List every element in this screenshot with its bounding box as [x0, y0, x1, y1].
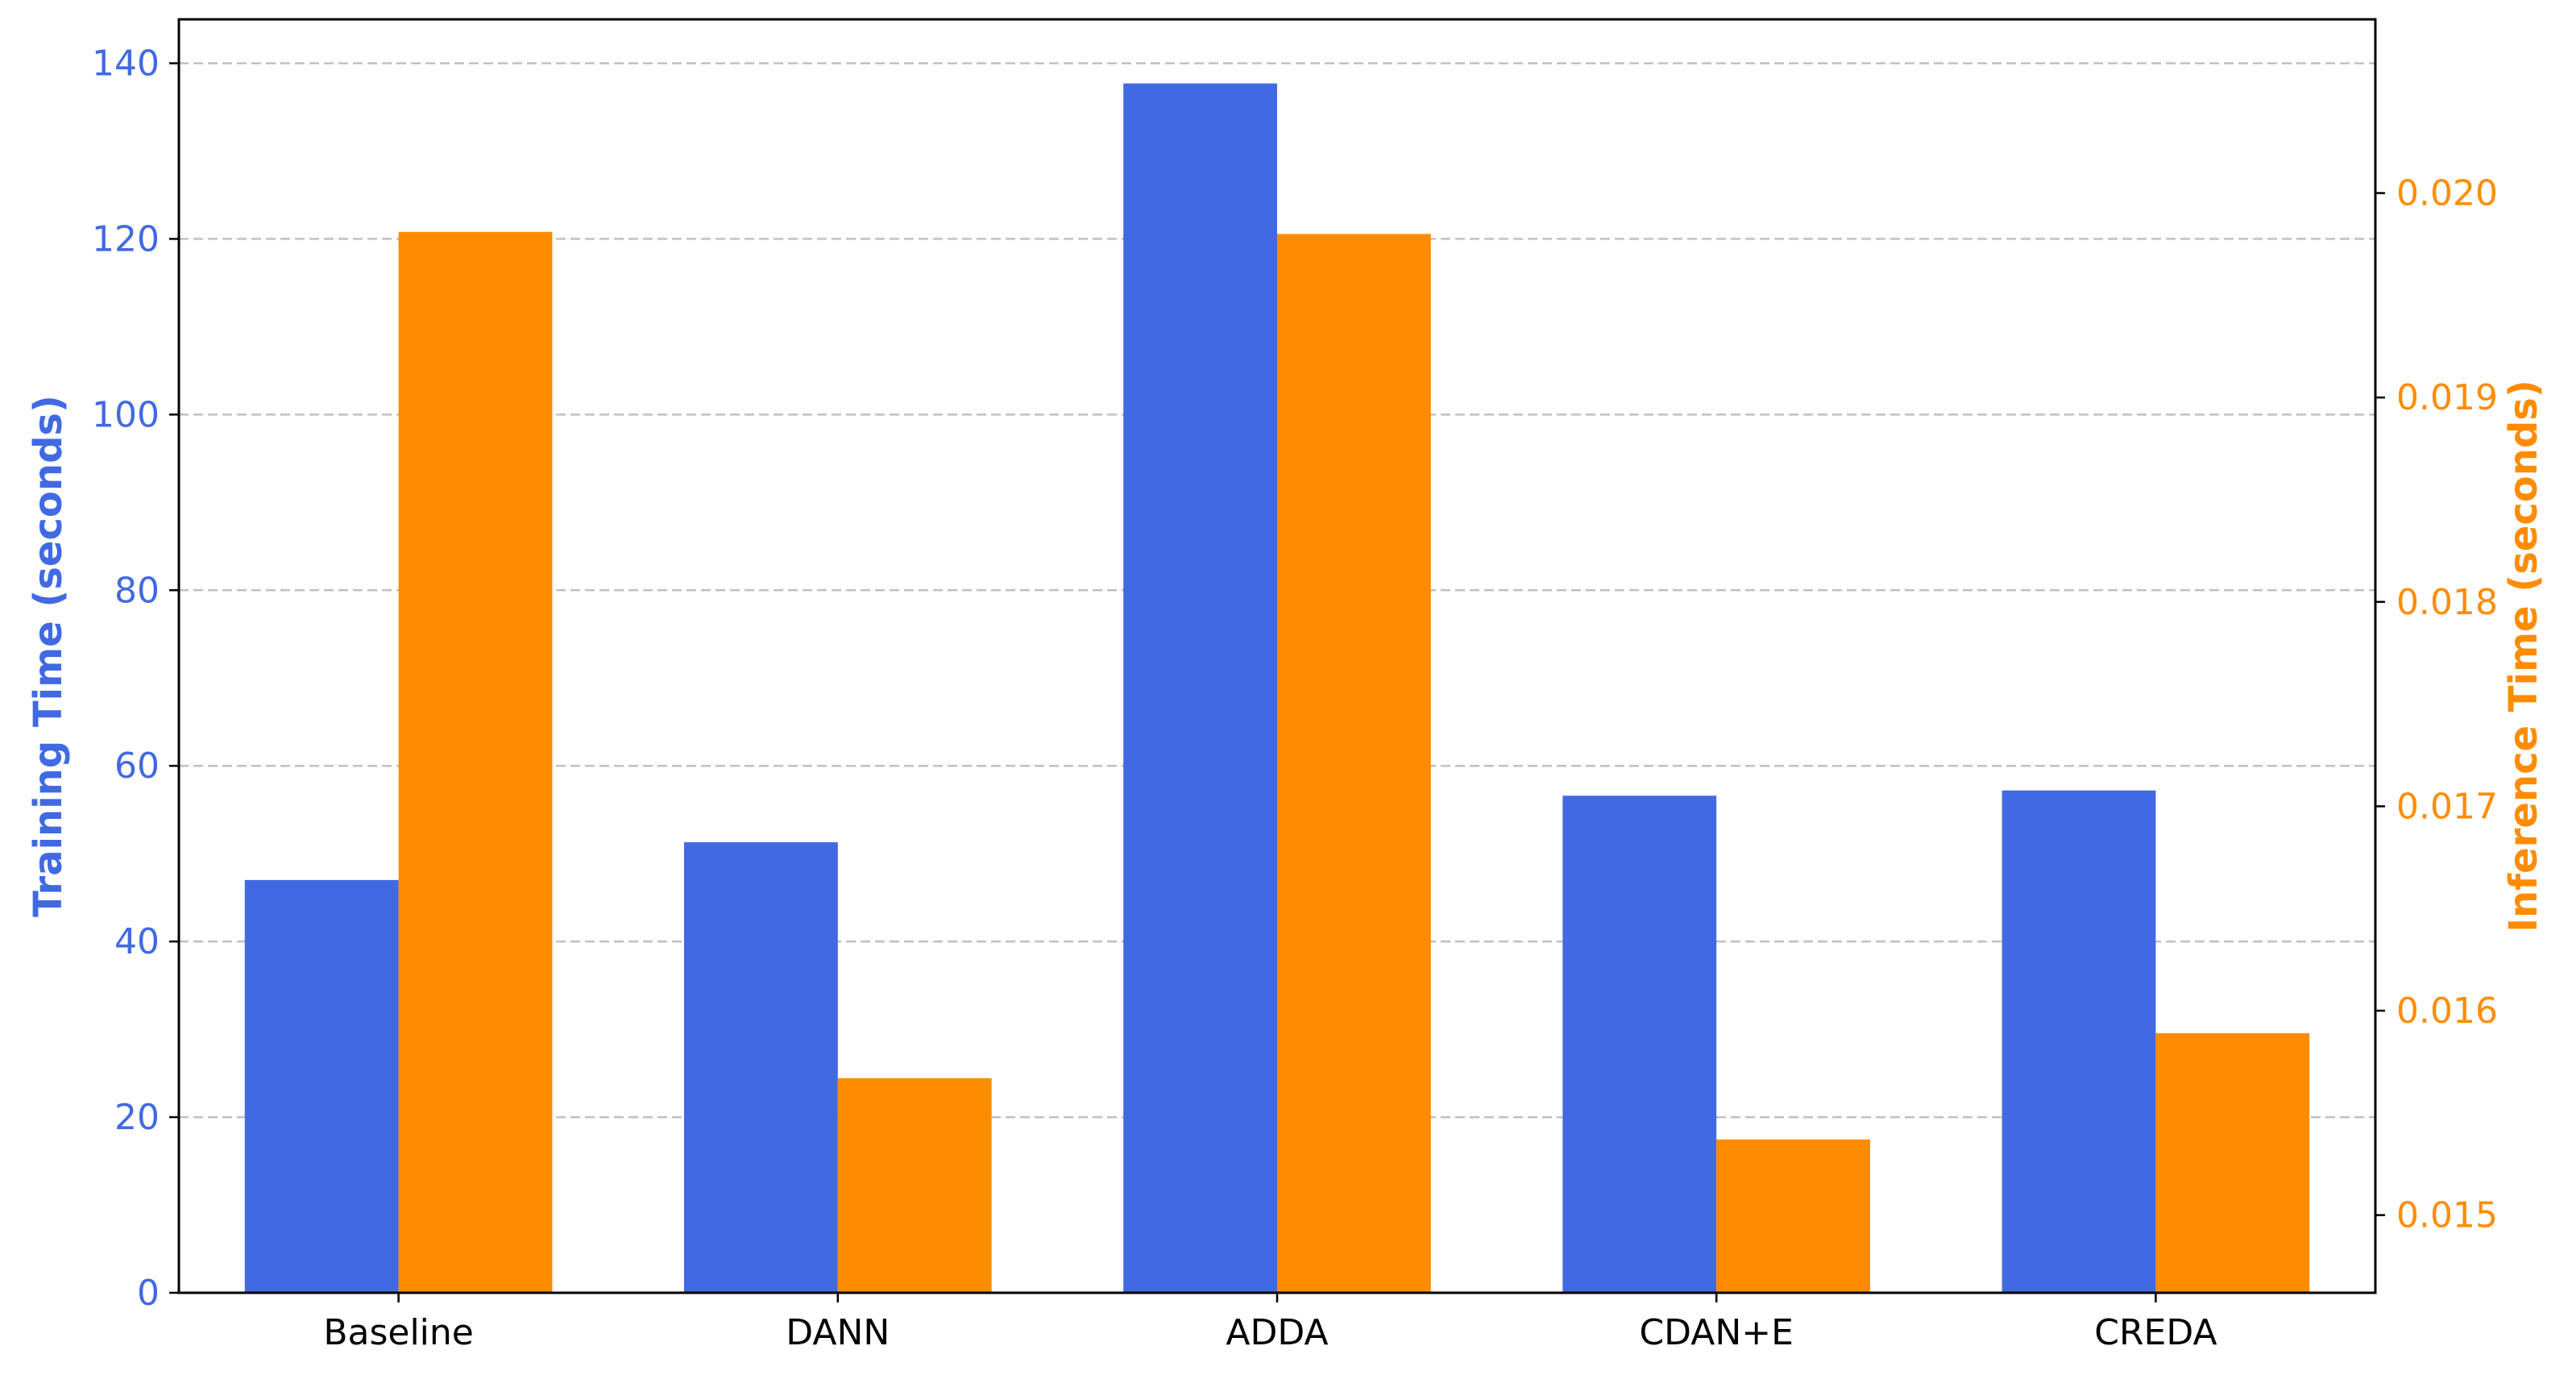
left-axis-label: Training Time (seconds)	[26, 395, 71, 917]
bar-inference-adda	[1277, 234, 1431, 1294]
x-tick-label: CDAN+E	[1639, 1312, 1794, 1353]
x-tick-label: ADDA	[1226, 1312, 1328, 1353]
left-tick-label: 20	[114, 1097, 160, 1138]
left-tick-label: 120	[92, 218, 160, 260]
bars	[244, 83, 2310, 1294]
bar-training-dann	[683, 842, 838, 1293]
bar-training-creda	[2001, 790, 2156, 1293]
x-tick-label: Baseline	[323, 1312, 474, 1353]
left-tick-label: 0	[137, 1273, 160, 1314]
x-tick-label: DANN	[786, 1312, 890, 1353]
left-tick-label: 100	[92, 394, 160, 435]
bar-inference-baseline	[398, 231, 553, 1294]
x-axis: Baseline DANN ADDA CDAN+E CREDA	[323, 1293, 2217, 1353]
x-tick-label: CREDA	[2094, 1312, 2217, 1353]
right-tick-label: 0.015	[2396, 1195, 2498, 1236]
right-axis: 0.015 0.016 0.017 0.018 0.019 0.020	[2375, 173, 2498, 1236]
bar-inference-creda	[2155, 1032, 2310, 1293]
bar-inference-cdan-e	[1716, 1139, 1871, 1293]
bar-training-baseline	[244, 879, 399, 1293]
left-axis: 0 20 40 60 80 100 120 140	[92, 43, 179, 1314]
right-tick-label: 0.016	[2396, 991, 2498, 1032]
left-tick-label: 80	[114, 570, 160, 611]
left-tick-label: 140	[92, 43, 160, 84]
right-tick-label: 0.018	[2396, 582, 2498, 623]
right-axis-label: Inference Time (seconds)	[2501, 380, 2546, 933]
right-tick-label: 0.019	[2396, 377, 2498, 418]
bar-training-adda	[1123, 83, 1277, 1294]
bar-training-cdan-e	[1562, 796, 1717, 1293]
bar-inference-dann	[837, 1078, 992, 1293]
right-tick-label: 0.020	[2396, 173, 2498, 214]
left-tick-label: 60	[114, 746, 160, 787]
left-tick-label: 40	[114, 921, 160, 962]
right-tick-label: 0.017	[2396, 786, 2498, 827]
